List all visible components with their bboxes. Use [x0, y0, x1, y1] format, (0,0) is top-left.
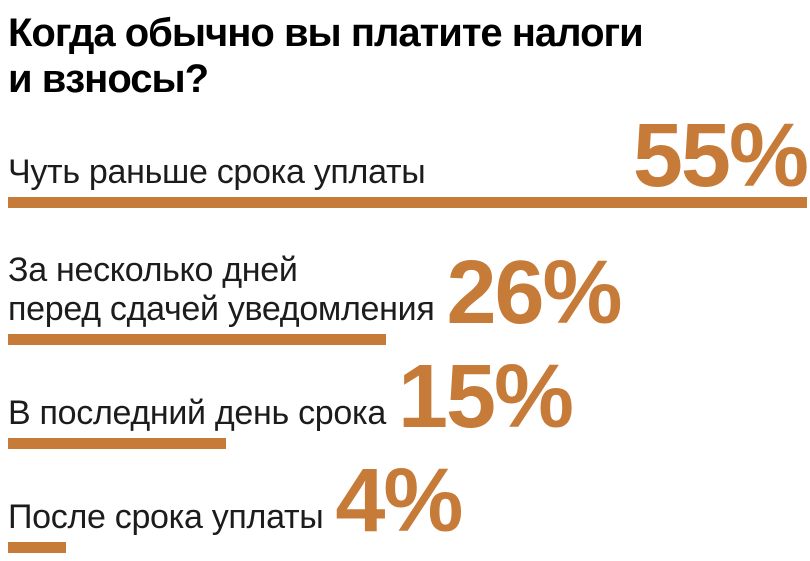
chart-row: После срока уплаты 4%	[8, 450, 807, 553]
category-label-line: В последний день срока	[8, 393, 386, 432]
value-bar	[8, 197, 807, 208]
chart-title-line-1: Когда обычно вы платите налоги	[8, 11, 644, 55]
chart-title-line-2: и взносы?	[8, 57, 209, 101]
category-label: В последний день срока	[8, 394, 386, 433]
value-label: 4%	[335, 450, 463, 551]
chart-title: Когда обычно вы платите налоги и взносы?	[8, 10, 807, 102]
value-label: 15%	[397, 346, 574, 447]
value-bar	[8, 437, 226, 449]
category-label-line: перед сдачей уведомления	[8, 289, 435, 328]
row-content: После срока уплаты 4%	[8, 450, 807, 551]
row-content: Чуть раньше срока уплаты 55%	[8, 106, 809, 206]
chart-row: В последний день срока 15%	[8, 346, 807, 449]
value-bar	[8, 541, 67, 553]
category-label: Чуть раньше срока уплаты	[8, 153, 426, 192]
category-label-line: Чуть раньше срока уплаты	[8, 153, 426, 192]
value-label: 26%	[446, 242, 622, 343]
category-label-line: За несколько дней	[8, 251, 298, 289]
value-label: 55%	[632, 106, 809, 206]
category-label: За несколько дней перед сдачей уведомлен…	[8, 251, 435, 329]
row-content: За несколько дней перед сдачей уведомлен…	[8, 242, 807, 343]
category-label-line: После срока уплаты	[8, 497, 324, 536]
row-content: В последний день срока 15%	[8, 346, 807, 447]
chart-row: За несколько дней перед сдачей уведомлен…	[8, 242, 807, 345]
category-label: После срока уплаты	[8, 497, 324, 537]
chart-row: Чуть раньше срока уплаты 55%	[8, 106, 809, 208]
value-bar	[8, 333, 386, 345]
